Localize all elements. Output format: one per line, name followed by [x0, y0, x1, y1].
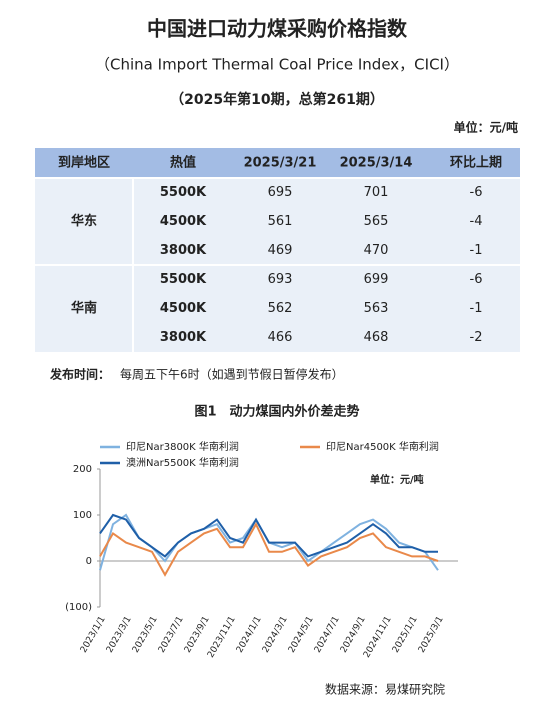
- change-cell: -6: [470, 272, 483, 287]
- x-tick-label: 2023/11/1: [206, 615, 238, 660]
- column-header: 2025/3/14: [340, 156, 413, 171]
- title: 中国进口动力煤采购价格指数: [147, 17, 408, 41]
- x-tick-label: 2024/9/1: [339, 615, 368, 655]
- y-tick-label: 0: [86, 556, 92, 567]
- cell: 562: [268, 301, 293, 316]
- legend-label: 印尼Nar4500K 华南利润: [326, 440, 439, 453]
- x-tick-label: 2024/7/1: [313, 615, 342, 655]
- column-header: 热值: [170, 155, 196, 171]
- chart-annotation: 单位：元/吨: [370, 473, 424, 486]
- change-cell: -2: [470, 330, 483, 345]
- cell: 565: [364, 214, 389, 229]
- cell: 699: [364, 272, 389, 287]
- cell: 3800K: [160, 243, 207, 258]
- column-header: 到岸地区: [58, 155, 110, 171]
- cell: 466: [268, 330, 293, 345]
- column-header: 环比上期: [450, 155, 502, 171]
- y-tick-label: (100): [65, 602, 92, 613]
- x-tick-label: 2023/1/1: [79, 615, 108, 655]
- series-line: [99, 513, 438, 558]
- x-tick-label: 2023/7/1: [157, 615, 186, 655]
- group-bg: [35, 178, 520, 265]
- x-tick-label: 2023/9/1: [183, 615, 212, 655]
- cell: 4500K: [160, 214, 207, 229]
- cell: 4500K: [160, 301, 207, 316]
- figure-caption: 图1 动力煤国内外价差走势: [194, 404, 359, 420]
- cell: 693: [268, 272, 293, 287]
- unit: 单位：元/吨: [454, 120, 518, 135]
- y-tick-label: 100: [73, 510, 92, 521]
- region: 华东: [71, 213, 97, 229]
- x-tick-label: 2024/1/1: [235, 615, 264, 655]
- cell: 469: [268, 243, 293, 258]
- legend-label: 印尼Nar3800K 华南利润: [126, 440, 239, 453]
- table-header-bg: [35, 148, 520, 178]
- cell: 561: [268, 214, 293, 229]
- column-header: 2025/3/21: [244, 156, 317, 171]
- release-note: 每周五下午6时（如遇到节假日暂停发布）: [120, 367, 344, 382]
- cell: 3800K: [160, 330, 207, 345]
- release-label: 发布时间：: [49, 367, 110, 382]
- cell: 470: [364, 243, 389, 258]
- subtitle: （China Import Thermal Coal Price Index，C…: [95, 56, 459, 74]
- cell: 468: [364, 330, 389, 345]
- x-tick-label: 2025/3/1: [417, 615, 446, 655]
- cell: 563: [364, 301, 389, 316]
- region: 华南: [71, 300, 97, 316]
- y-tick-label: 200: [73, 464, 92, 475]
- cell: 5500K: [160, 185, 207, 200]
- cell: 695: [268, 185, 293, 200]
- x-tick-label: 2023/3/1: [105, 615, 134, 655]
- source: 数据来源：易煤研究院: [325, 682, 445, 697]
- series-line: [99, 522, 439, 577]
- legend-label: 澳洲Nar5500K 华南利润: [126, 456, 239, 469]
- x-tick-label: 2024/5/1: [287, 615, 316, 655]
- change-cell: -4: [470, 214, 483, 229]
- group-bg: [35, 265, 520, 352]
- issue: （2025年第10期，总第261期）: [170, 91, 384, 108]
- change-cell: -6: [470, 185, 483, 200]
- x-tick-label: 2024/11/1: [362, 615, 394, 660]
- x-tick-label: 2023/5/1: [131, 615, 160, 655]
- change-cell: -1: [470, 243, 483, 258]
- x-tick-label: 2024/3/1: [261, 615, 290, 655]
- x-tick-label: 2025/1/1: [391, 615, 420, 655]
- cell: 5500K: [160, 272, 207, 287]
- cell: 701: [364, 185, 389, 200]
- change-cell: -1: [470, 301, 483, 316]
